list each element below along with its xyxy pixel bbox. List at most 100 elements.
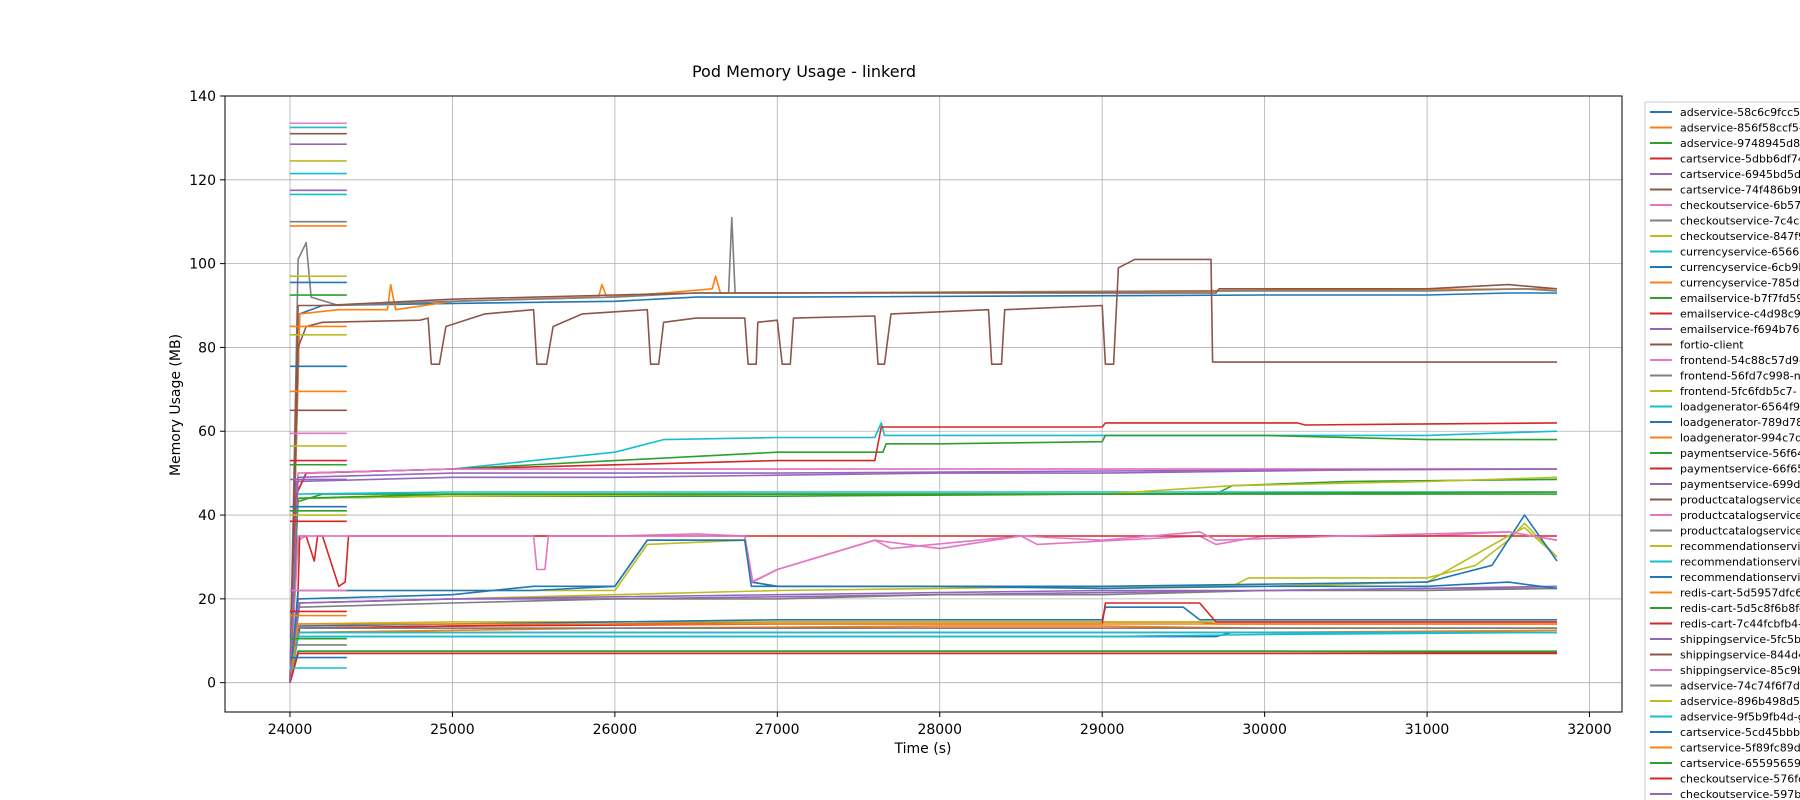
legend-label: recommendationservic xyxy=(1680,556,1800,569)
legend-label: cartservice-74f486b9f xyxy=(1680,184,1800,197)
plot-frame xyxy=(224,95,1623,713)
legend-label: paymentservice-56f64 xyxy=(1680,447,1800,460)
x-axis-label: Time (s) xyxy=(894,741,952,757)
legend-label: cartservice-6945bd5d4 xyxy=(1680,168,1800,181)
legend-label: adservice-856f58ccf5- xyxy=(1680,122,1800,135)
legend-label: loadgenerator-789d78 xyxy=(1680,416,1800,429)
series-line xyxy=(289,585,1558,683)
x-tick-label: 25000 xyxy=(430,722,475,738)
legend-label: frontend-56fd7c998-n xyxy=(1680,370,1800,383)
chart-title: Pod Memory Usage - linkerd xyxy=(692,62,916,81)
x-tick-label: 27000 xyxy=(755,722,800,738)
x-tick-label: 29000 xyxy=(1080,722,1125,738)
legend-label: cartservice-65595659 xyxy=(1680,757,1800,770)
legend-label: currencyservice-6cb9b xyxy=(1680,261,1800,274)
legend-label: productcatalogservice xyxy=(1680,494,1800,507)
legend-label: adservice-9748945d8- xyxy=(1680,137,1800,150)
x-tick-label: 31000 xyxy=(1405,722,1450,738)
y-tick-label: 140 xyxy=(189,89,216,105)
y-tick-label: 0 xyxy=(207,676,216,692)
legend-label: shippingservice-5fc5b xyxy=(1680,633,1800,646)
x-tick-label: 26000 xyxy=(593,722,638,738)
legend-label: paymentservice-699d5 xyxy=(1680,478,1800,491)
y-axis-label: Memory Usage (MB) xyxy=(168,334,184,476)
series-line xyxy=(289,631,1557,683)
legend-label: redis-cart-7c44fcbfb4- xyxy=(1680,618,1800,631)
series-line xyxy=(289,631,1557,683)
legend-label: adservice-58c6c9fcc5- xyxy=(1680,106,1800,119)
y-tick-label: 40 xyxy=(198,508,216,524)
legend-label: fortio-client xyxy=(1680,339,1744,352)
startup-stubs xyxy=(289,122,347,669)
legend-label: frontend-5fc6fdb5c7- xyxy=(1680,385,1797,398)
legend-label: adservice-9f5b9fb4d-g xyxy=(1680,711,1800,724)
legend-label: cartservice-5cd45bbbb xyxy=(1680,726,1800,739)
legend-label: productcatalogservice xyxy=(1680,509,1800,522)
series-line xyxy=(289,629,1558,683)
legend-label: cartservice-5dbb6df74 xyxy=(1680,153,1800,166)
series-line xyxy=(289,535,1557,683)
series-line xyxy=(289,292,1557,683)
x-tick-label: 24000 xyxy=(268,722,313,738)
y-tick-label: 60 xyxy=(198,424,216,440)
x-tick-label: 32000 xyxy=(1567,722,1612,738)
y-tick-label: 120 xyxy=(189,173,216,189)
legend: adservice-58c6c9fcc5- adservice-856f58ccf… xyxy=(1644,101,1800,800)
legend-box xyxy=(1644,101,1800,800)
series-line xyxy=(289,606,1557,683)
legend-label: loadgenerator-6564f99 xyxy=(1680,401,1800,414)
legend-label: paymentservice-66f65 xyxy=(1680,463,1800,476)
legend-label: checkoutservice-847f9 xyxy=(1680,230,1800,243)
legend-label: productcatalogservice xyxy=(1680,525,1800,538)
series-line xyxy=(289,258,1557,683)
series-line xyxy=(289,216,1558,683)
series-line xyxy=(289,422,1558,683)
y-tick-label: 100 xyxy=(189,257,216,273)
legend-label: emailservice-c4d98c97 xyxy=(1680,308,1800,321)
x-tick-label: 28000 xyxy=(917,722,962,738)
series-line xyxy=(289,652,1557,683)
legend-label: checkoutservice-576fd xyxy=(1680,773,1800,786)
legend-label: adservice-74c74f6f7d- xyxy=(1680,680,1800,693)
legend-label: frontend-54c88c57d9- xyxy=(1680,354,1800,367)
series-line xyxy=(289,650,1557,683)
series-line xyxy=(289,283,1558,683)
series-line xyxy=(289,652,1557,683)
legend-label: cartservice-5f89fc89d xyxy=(1680,742,1800,755)
series-line xyxy=(289,275,1558,683)
legend-label: currencyservice-6566b xyxy=(1680,246,1800,259)
legend-label: recommendationservic xyxy=(1680,540,1800,553)
series-line xyxy=(289,602,1557,683)
legend-label: adservice-896b498d5- xyxy=(1680,695,1800,708)
y-tick-label: 80 xyxy=(198,340,216,356)
legend-label: shippingservice-844d4 xyxy=(1680,649,1800,662)
series-line xyxy=(289,625,1557,683)
y-tick-label: 20 xyxy=(198,592,216,608)
legend-label: emailservice-f694b765 xyxy=(1680,323,1800,336)
series-line xyxy=(289,631,1558,683)
series-line xyxy=(289,526,1558,683)
series-line xyxy=(289,587,1558,683)
legend-label: checkoutservice-597bb xyxy=(1680,788,1800,800)
legend-label: checkoutservice-7c4c9 xyxy=(1680,215,1800,228)
legend-label: redis-cart-5d5957dfc6 xyxy=(1680,587,1800,600)
y-axis-ticks: 0 20 40 60 80 100 120 140 xyxy=(189,89,225,692)
series-line xyxy=(289,650,1558,683)
series-line xyxy=(289,422,1558,683)
x-axis-ticks: 24000 25000 26000 27000 28000 29000 30000 31000… xyxy=(268,712,1612,738)
series-line xyxy=(289,530,1558,683)
legend-label: currencyservice-785df xyxy=(1680,277,1800,290)
legend-label: redis-cart-5d5c8f6b8f- xyxy=(1680,602,1800,615)
legend-label: recommendationservic xyxy=(1680,571,1800,584)
legend-label: loadgenerator-994c7d xyxy=(1680,432,1800,445)
series-line xyxy=(289,530,1558,683)
legend-label: shippingservice-85c9b xyxy=(1680,664,1800,677)
series-line xyxy=(289,623,1557,683)
x-tick-label: 30000 xyxy=(1242,722,1287,738)
series-lines xyxy=(289,216,1558,683)
series-line xyxy=(289,631,1557,683)
series-line xyxy=(289,652,1557,683)
legend-label: emailservice-b7f7fd59 xyxy=(1680,292,1800,305)
legend-label: checkoutservice-6b57f xyxy=(1680,199,1800,212)
